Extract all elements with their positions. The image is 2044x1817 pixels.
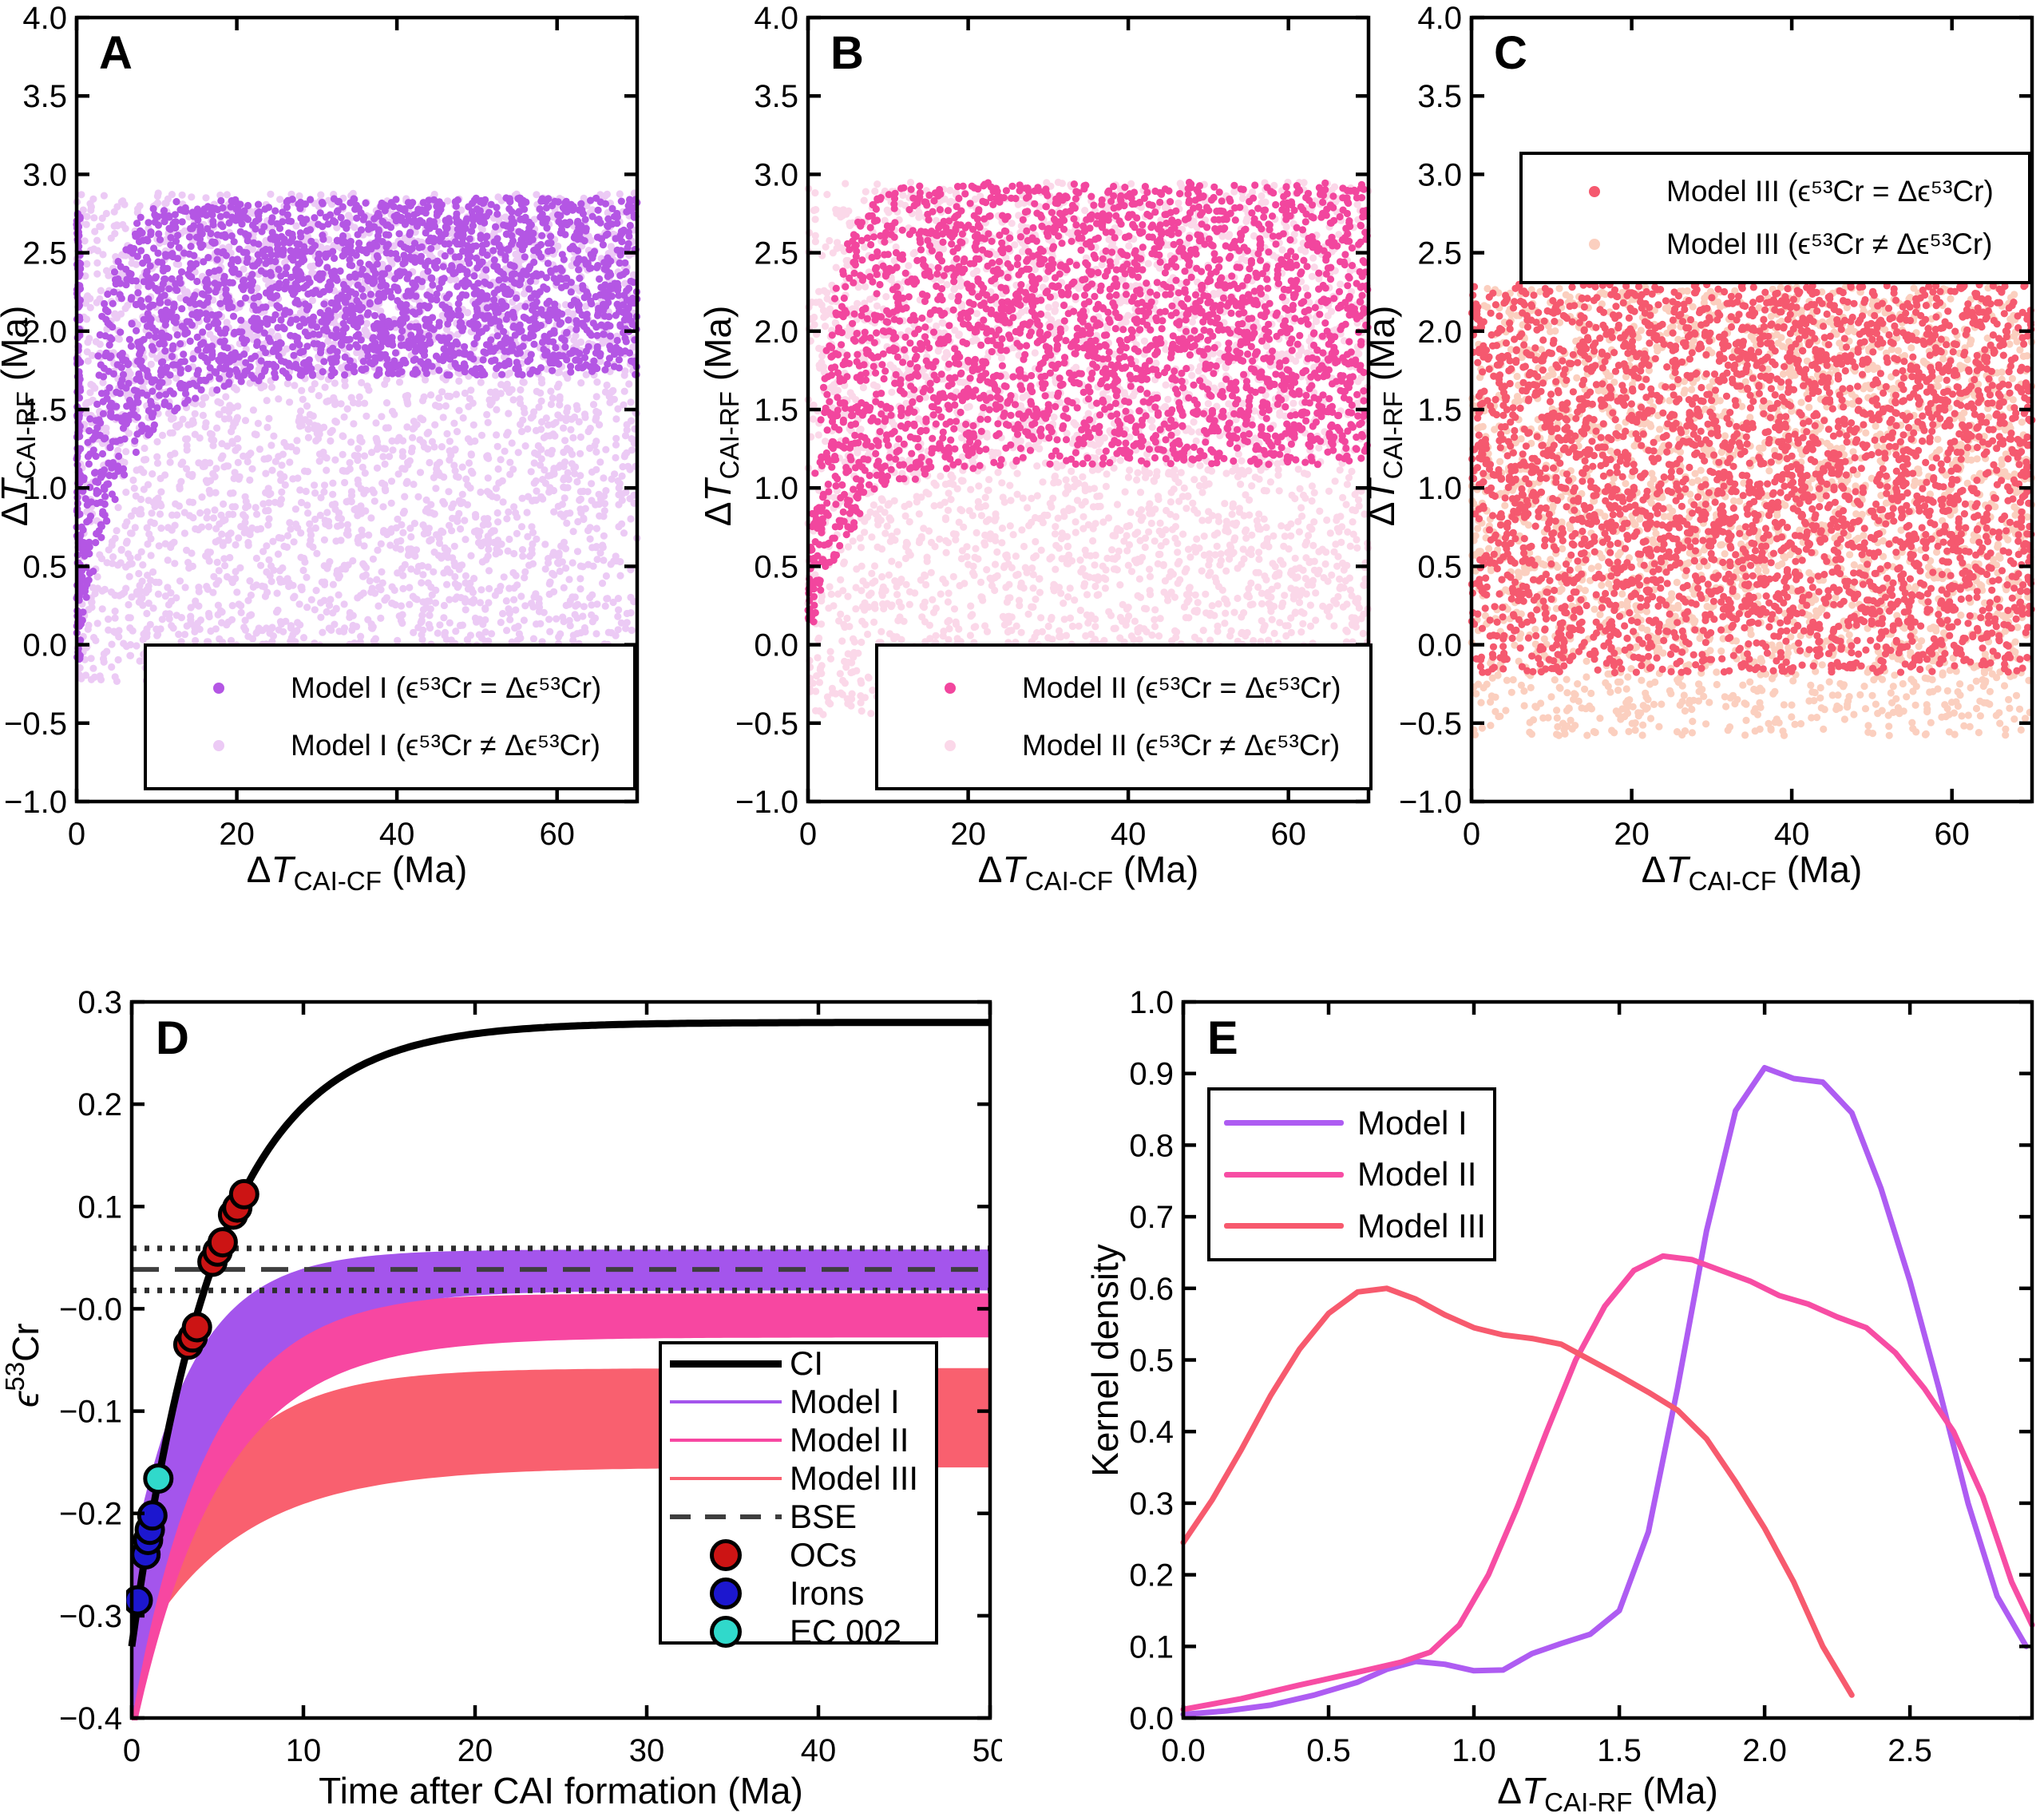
legend-item: Model II (ϵ⁵³Cr = Δϵ⁵³Cr) bbox=[878, 671, 1369, 705]
model-2-line-swatch bbox=[1224, 1171, 1344, 1178]
model-2-line-swatch bbox=[670, 1439, 782, 1442]
panel-c-letter: C bbox=[1494, 27, 1527, 79]
legend-item: Model III (ϵ⁵³Cr ≠ Δϵ⁵³Cr) bbox=[1523, 228, 2028, 261]
panel-d-y-axis-label: ϵ53Cr bbox=[0, 1323, 47, 1407]
model-1-line-swatch bbox=[1224, 1120, 1344, 1126]
model-3-line-swatch bbox=[1224, 1223, 1344, 1229]
panel-b-legend: Model II (ϵ⁵³Cr = Δϵ⁵³Cr) Model II (ϵ⁵³C… bbox=[875, 643, 1373, 790]
legend-item-model-1: Model I bbox=[1210, 1104, 1493, 1142]
legend-item: Model I (ϵ⁵³Cr ≠ Δϵ⁵³Cr) bbox=[147, 729, 633, 762]
model-3-line-swatch bbox=[670, 1477, 782, 1480]
legend-item: Model II (ϵ⁵³Cr ≠ Δϵ⁵³Cr) bbox=[878, 729, 1369, 762]
panel-c-legend: Model III (ϵ⁵³Cr = Δϵ⁵³Cr) Model III (ϵ⁵… bbox=[1519, 152, 2031, 284]
model-1-line-swatch bbox=[670, 1400, 782, 1403]
panel-d-x-axis-label: Time after CAI formation (Ma) bbox=[319, 1770, 803, 1811]
panel-a-y-axis-label: ΔTCAI-RF (Ma) bbox=[0, 305, 42, 527]
legend-item-model-2: Model II bbox=[1210, 1155, 1493, 1194]
scatter-dot-swatch bbox=[1589, 239, 1600, 251]
legend-item-model-3: Model III bbox=[1210, 1207, 1493, 1245]
ocs-marker-swatch bbox=[710, 1539, 742, 1571]
scatter-dot-swatch bbox=[945, 740, 956, 752]
legend-item: Model III (ϵ⁵³Cr = Δϵ⁵³Cr) bbox=[1523, 175, 2028, 208]
legend-item-model-1: Model I bbox=[662, 1383, 935, 1421]
ci-line-swatch bbox=[670, 1360, 782, 1368]
legend-item-ci: CI bbox=[662, 1344, 935, 1383]
irons-marker-swatch bbox=[710, 1578, 742, 1609]
panel-b-y-axis-label: ΔTCAI-RF (Ma) bbox=[697, 305, 745, 527]
legend-item-ocs: OCs bbox=[662, 1536, 935, 1574]
panel-e-x-axis-label: ΔTCAI-RF (Ma) bbox=[1497, 1770, 1718, 1817]
panel-c-plot: 0 20 40 604.03.53.02.52.01.51.00.50.0−0.5−1… bbox=[1399, 1, 2036, 852]
ec002-marker-swatch bbox=[710, 1616, 742, 1648]
panel-b-x-axis-label: ΔTCAI-CF (Ma) bbox=[977, 849, 1199, 897]
legend-item: Model I (ϵ⁵³Cr = Δϵ⁵³Cr) bbox=[147, 671, 633, 705]
panel-d-letter: D bbox=[156, 1012, 189, 1064]
panel-e-legend: Model I Model II Model III bbox=[1207, 1087, 1496, 1261]
legend-item-ec002: EC 002 bbox=[662, 1613, 935, 1651]
legend-item-model-3: Model III bbox=[662, 1459, 935, 1498]
panel-a-letter: A bbox=[99, 27, 133, 79]
scatter-dot-swatch bbox=[945, 682, 956, 694]
panel-e-plot: 0.0 0.5 1.0 1.5 2.0 2.51.00.90.80.70.60.50.40… bbox=[1129, 985, 2035, 1768]
panel-c-x-axis-label: ΔTCAI-CF (Ma) bbox=[1641, 849, 1863, 897]
legend-item-bse: BSE bbox=[662, 1498, 935, 1536]
panel-b-letter: B bbox=[830, 27, 864, 79]
bse-dashed-line-swatch bbox=[670, 1514, 782, 1519]
panel-a-x-axis-label: ΔTCAI-CF (Ma) bbox=[246, 849, 468, 897]
panel-d-legend: CI Model I Model II Model III BSE OCs Ir… bbox=[659, 1341, 938, 1650]
scatter-dot-swatch bbox=[213, 682, 224, 694]
legend-item-model-2: Model II bbox=[662, 1421, 935, 1459]
panel-e-y-axis-label: Kernel density bbox=[1084, 1244, 1126, 1477]
panel-e-letter: E bbox=[1207, 1012, 1238, 1064]
panel-a-plot: 0 20 40 604.03.53.02.52.01.51.00.50.0−0.5−1… bbox=[4, 1, 641, 852]
scatter-dot-swatch bbox=[213, 740, 224, 752]
legend-item-irons: Irons bbox=[662, 1574, 935, 1613]
panel-c-y-axis-label: ΔTCAI-RF (Ma) bbox=[1361, 305, 1408, 527]
panel-a-legend: Model I (ϵ⁵³Cr = Δϵ⁵³Cr) Model I (ϵ⁵³Cr … bbox=[144, 643, 636, 790]
scatter-dot-swatch bbox=[1589, 185, 1600, 197]
